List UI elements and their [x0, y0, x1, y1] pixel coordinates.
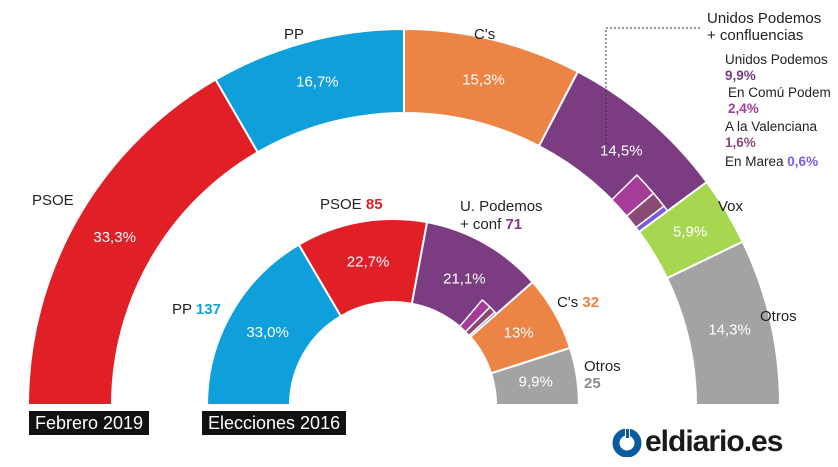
label-psoe-2019: PSOE — [32, 192, 74, 209]
breakdown-up-name: Unidos Podemos — [725, 52, 828, 67]
value-label-unidos-podemos-confluencias: 14,5% — [600, 142, 643, 159]
value-label-u-podemos-conf: 21,1% — [443, 270, 486, 287]
caption-2016: Elecciones 2016 — [202, 411, 347, 435]
breakdown-comu-name: En Comú Podem — [728, 85, 831, 100]
label-up-2016-seats: 71 — [505, 216, 523, 233]
label-up-2016-line1: U. Podemos — [460, 198, 543, 215]
value-label-psoe: 22,7% — [347, 254, 390, 271]
label-otros-2016-name: Otros — [584, 358, 621, 375]
label-up-2016-line2: + conf — [460, 216, 502, 233]
label-pp-2016-seats: 137 — [195, 301, 221, 318]
breakdown-comu-value: 2,4% — [728, 101, 759, 116]
sub-segment-en-com-podem — [610, 173, 655, 218]
breakdown-valenciana-value: 1,6% — [725, 135, 756, 150]
breakdown-marea-value: 0,6% — [787, 154, 819, 169]
value-label-c-s: 13% — [504, 325, 534, 342]
label-psoe-2016: PSOE 85 — [320, 196, 383, 214]
segment-pp — [205, 243, 343, 406]
caption-2019: Febrero 2019 — [29, 411, 150, 435]
label-pp-2016: PP 137 — [172, 301, 221, 319]
eldiario-logo-icon — [612, 427, 642, 457]
breakdown-valenciana-name: A la Valenciana — [725, 119, 818, 134]
label-otros-2019: Otros — [760, 308, 797, 325]
label-cs-2016-seats: 32 — [582, 294, 600, 311]
breakdown-marea-name: En Marea — [725, 154, 784, 169]
value-label-pp: 33,0% — [246, 324, 289, 341]
brand-logo: eldiario.es — [612, 425, 783, 459]
label-cs-2016: C's 32 — [557, 294, 599, 312]
label-up-2016: + conf 71 — [460, 216, 522, 234]
label-otros-2016-seats: 25 — [584, 375, 601, 392]
label-cs-2019: C's — [474, 26, 496, 43]
brand-name: eldiario.es — [645, 425, 783, 458]
value-label-otros: 14,3% — [708, 322, 751, 339]
value-label-otros: 9,9% — [519, 374, 553, 391]
label-cs-2016-name: C's — [557, 294, 579, 311]
sub-segment-en-com-podem — [458, 298, 492, 333]
value-label-pp: 16,7% — [296, 73, 339, 90]
breakdown-title-line2: + confluencias — [707, 27, 804, 44]
value-label-c-s: 15,3% — [462, 72, 505, 89]
segment-otros — [665, 240, 782, 406]
label-pp-2016-name: PP — [172, 301, 192, 318]
breakdown-up-value: 9,9% — [725, 68, 756, 83]
label-psoe-2016-name: PSOE — [320, 196, 362, 213]
value-label-psoe: 33,3% — [93, 229, 136, 246]
sub-segment-a-la-valenciana — [625, 192, 665, 229]
label-vox-2019: Vox — [718, 198, 744, 215]
breakdown-leader-line — [605, 27, 700, 145]
breakdown-marea: En Marea 0,6% — [725, 153, 818, 170]
value-label-vox: 5,9% — [673, 224, 707, 241]
label-psoe-2016-seats: 85 — [365, 196, 383, 213]
breakdown-title-line1: Unidos Podemos — [707, 10, 822, 27]
label-pp-2019: PP — [284, 26, 305, 43]
segment-otros — [489, 346, 581, 406]
